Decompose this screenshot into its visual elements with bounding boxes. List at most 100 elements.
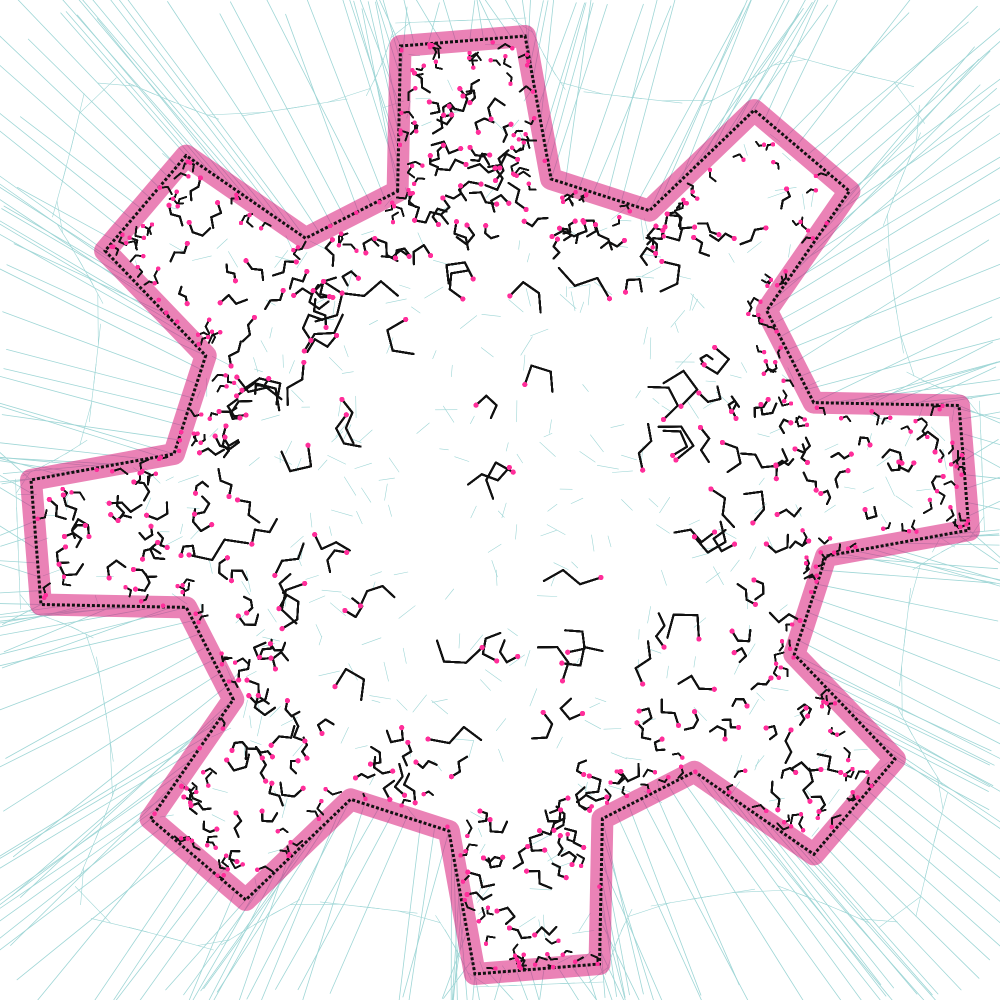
mesh-line	[329, 357, 343, 371]
mesh-line	[767, 191, 786, 199]
mesh-line	[368, 319, 378, 326]
mesh-line	[327, 455, 347, 465]
mesh-line	[411, 306, 421, 314]
mesh-line	[341, 594, 351, 600]
mesh-line	[901, 665, 903, 717]
mesh-line	[824, 504, 836, 513]
mesh-line	[814, 674, 995, 766]
mesh-line	[568, 284, 591, 289]
mesh-line	[691, 552, 711, 559]
mesh-line	[799, 132, 1000, 264]
mesh-line	[56, 200, 63, 234]
mesh-line	[354, 462, 372, 469]
mesh-line	[753, 0, 816, 111]
mesh-line	[309, 512, 313, 528]
mesh-line	[393, 571, 409, 576]
mesh-line	[785, 12, 910, 138]
mesh-line	[11, 710, 226, 897]
mesh-line	[821, 569, 996, 584]
mesh-line	[652, 398, 660, 404]
mesh-line	[642, 253, 662, 258]
mesh-line	[505, 442, 509, 452]
mesh-line	[930, 426, 946, 442]
mesh-line	[37, 836, 173, 1000]
mesh-line	[773, 59, 806, 66]
mesh-line	[789, 837, 936, 1000]
mesh-line	[385, 298, 407, 304]
mesh-line	[361, 487, 372, 503]
mesh-line	[594, 697, 607, 703]
mesh-line	[188, 890, 236, 1000]
mesh-line	[856, 72, 915, 87]
mesh-line	[767, 536, 774, 550]
mesh-line	[693, 656, 696, 668]
mesh-line	[439, 448, 449, 451]
mesh-line	[887, 214, 891, 272]
mesh-line	[0, 746, 201, 869]
mesh-line	[229, 1, 346, 219]
mesh-line	[452, 738, 474, 741]
mesh-line	[485, 669, 502, 682]
mesh-line	[529, 888, 552, 891]
mesh-line	[479, 843, 486, 854]
mesh-line	[57, 224, 73, 250]
mesh-line	[840, 822, 990, 961]
mesh-line	[261, 414, 280, 421]
mesh-line	[523, 354, 526, 371]
mesh-line	[591, 534, 595, 552]
mesh-line	[798, 640, 1000, 745]
mesh-line	[275, 807, 380, 990]
mesh-line	[254, 368, 263, 373]
mesh-line	[756, 692, 765, 701]
mesh-line	[860, 918, 898, 923]
mesh-line	[620, 0, 676, 203]
mesh-line	[688, 519, 700, 526]
mesh-line	[621, 96, 683, 104]
mesh-line	[532, 834, 551, 845]
mesh-line	[261, 808, 341, 1000]
mesh-line	[853, 749, 868, 751]
mesh-line	[0, 402, 175, 455]
mesh-line	[246, 798, 352, 1000]
mesh-line	[256, 629, 265, 637]
mesh-line	[384, 483, 388, 501]
mesh-line	[245, 671, 257, 677]
mesh-line	[480, 679, 491, 691]
mesh-line	[396, 699, 408, 711]
mesh-line	[813, 854, 939, 995]
mesh-line	[498, 748, 504, 762]
mesh-line	[659, 0, 748, 202]
mesh-line	[773, 199, 1000, 325]
mesh-line	[274, 456, 292, 465]
mesh-line	[127, 0, 307, 239]
mesh-line	[601, 861, 663, 1000]
mesh-line	[6, 348, 193, 399]
mesh-line	[743, 144, 748, 156]
mesh-line	[0, 405, 161, 457]
mesh-line	[110, 0, 283, 223]
mesh-line	[728, 253, 735, 263]
mesh-line	[350, 438, 362, 444]
mesh-line	[378, 477, 395, 481]
mesh-line	[211, 814, 226, 822]
mesh-line	[302, 803, 366, 1000]
mesh-line	[269, 706, 281, 718]
mesh-line	[656, 524, 670, 534]
mesh-line	[288, 360, 295, 374]
mesh-line	[635, 390, 641, 399]
mesh-line	[817, 749, 827, 759]
mesh-line	[27, 38, 169, 178]
mesh-line	[338, 399, 342, 417]
mesh-line	[876, 779, 1000, 879]
mesh-line	[899, 333, 915, 377]
mesh-line	[782, 152, 792, 161]
mesh-line	[547, 849, 567, 862]
mesh-line	[398, 821, 422, 1000]
mesh-line	[610, 424, 625, 428]
mesh-line	[139, 881, 226, 1000]
mesh-line	[75, 886, 111, 924]
mesh-line	[266, 0, 372, 206]
mesh-line	[548, 2, 594, 166]
mesh-line	[590, 434, 604, 453]
